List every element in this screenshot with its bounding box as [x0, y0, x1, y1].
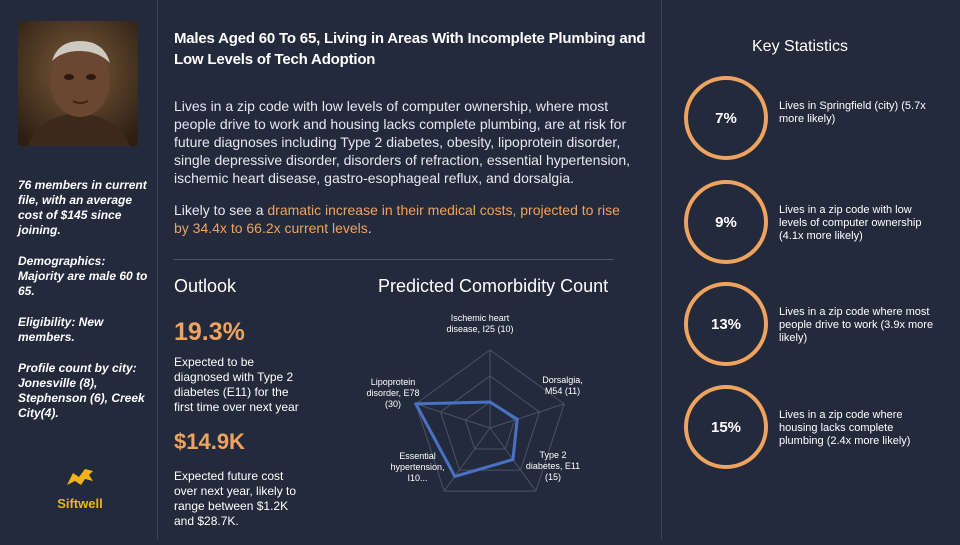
members-note: 76 members in current file, with an aver… — [18, 178, 147, 237]
radar-point — [511, 458, 515, 462]
projection-text: Likely to see a dramatic increase in the… — [174, 201, 634, 237]
future-cost-description: Expected future cost over next year, lik… — [174, 469, 297, 528]
page-title: Males Aged 60 To 65, Living in Areas Wit… — [174, 30, 646, 68]
diabetes-description: Expected to be diagnosed with Type 2 dia… — [174, 355, 299, 414]
radar-point — [453, 474, 457, 478]
radar-axis-label: Type 2 diabetes, E11 (15) — [525, 450, 581, 482]
radar-grid-ring — [439, 375, 541, 471]
logo-text: Siftwell — [57, 496, 103, 511]
projection-highlight: dramatic increase in their medical costs… — [174, 202, 620, 236]
stat-text-1: Lives in Springfield (city) (5.7x more l… — [779, 100, 926, 125]
horse-icon — [67, 469, 93, 485]
siftwell-logo: Siftwell — [45, 465, 115, 511]
projection-suffix: . — [367, 220, 372, 236]
stat-pct: 7% — [715, 109, 737, 127]
stat-pct: 15% — [710, 418, 742, 436]
right-divider — [661, 0, 662, 540]
radar-axis-label: Lipoprotein disorder, E78 (30) — [366, 377, 420, 409]
radar-spoke — [415, 403, 491, 429]
radar-series-polygon — [414, 400, 519, 478]
radar-grid-ring — [415, 349, 565, 492]
diabetes-percentage: 19.3% — [174, 318, 245, 346]
radar-grid-ring — [464, 401, 516, 450]
profile-photo — [18, 21, 138, 146]
radar-chart: Ischemic heart disease, I25 (10) Dorsalgi… — [340, 305, 640, 540]
description-text: Lives in a zip code with low levels of c… — [174, 98, 631, 186]
outlook-heading: Outlook — [174, 276, 237, 296]
radar-axis-label: Essential hypertension, I10... — [390, 451, 445, 483]
stat-pct: 13% — [710, 315, 742, 333]
stat-text-2: Lives in a zip code with low levels of c… — [779, 204, 922, 242]
radar-point — [488, 400, 492, 404]
radar-point — [414, 402, 418, 406]
stat-text-4: Lives in a zip code where housing lacks … — [779, 409, 911, 447]
radar-spoke — [443, 427, 491, 492]
stat-circle-3: 13% — [684, 282, 768, 366]
radar-axis-label: Dorsalgia, M54 (11) — [542, 375, 583, 396]
profile-notes: 76 members in current file, with an aver… — [18, 178, 148, 437]
eligibility-note: Eligibility: New members. — [18, 315, 104, 344]
stat-pct: 9% — [715, 213, 737, 231]
projection-prefix: Likely to see a — [174, 202, 268, 218]
radar-chart-svg — [414, 349, 565, 492]
section-divider — [174, 259, 614, 260]
profile-description: Lives in a zip code with low levels of c… — [174, 97, 634, 251]
stat-text-3: Lives in a zip code where most people dr… — [779, 306, 934, 344]
stat-circle-2: 9% — [684, 180, 768, 264]
key-statistics-heading: Key Statistics — [752, 38, 849, 55]
profile-count-note: Profile count by city: Jonesville (8), S… — [18, 361, 145, 420]
radar-point — [515, 417, 519, 421]
stat-circle-4: 15% — [684, 385, 768, 469]
demographics-note: Demographics: Majority are male 60 to 65… — [18, 254, 148, 298]
stat-circle-1: 7% — [684, 76, 768, 160]
radar-spoke — [489, 403, 565, 429]
future-cost: $14.9K — [174, 429, 245, 454]
radar-axis-label: Ischemic heart disease, I25 (10) — [446, 313, 514, 334]
left-divider — [157, 0, 158, 540]
radar-chart-title: Predicted Comorbidity Count — [378, 276, 609, 296]
